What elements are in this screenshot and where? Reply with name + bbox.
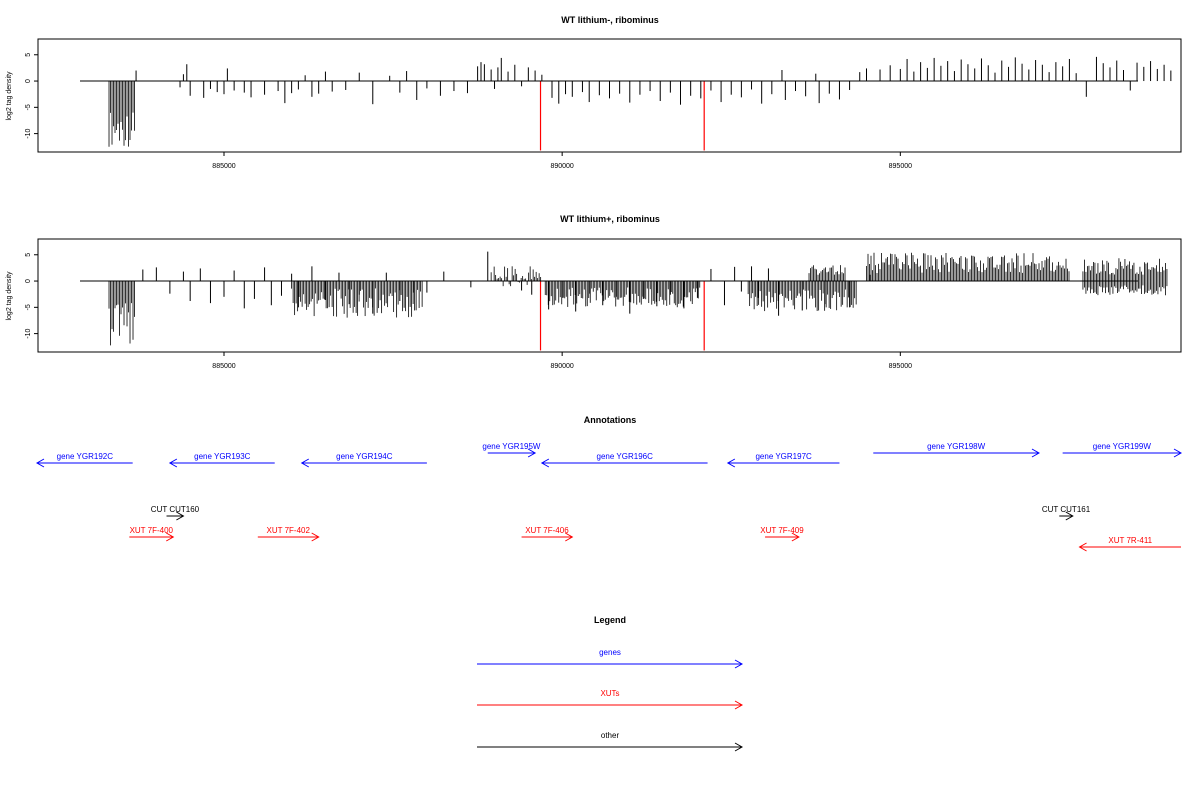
x-tick-label: 890000 xyxy=(550,163,573,170)
axes: 5 0 -5 -10 885000 890000 895000 xyxy=(25,253,912,370)
annotation-label: gene YGR193C xyxy=(194,452,251,461)
arrow-head xyxy=(35,458,45,468)
panel-title: WT lithium-, ribominus xyxy=(561,15,659,25)
data-marks xyxy=(80,251,1168,351)
annotation-XUTs: XUT 7F-402 xyxy=(257,526,320,542)
annotation-label: gene YGR194C xyxy=(336,452,393,461)
legend: Legend genes XUTs other xyxy=(477,615,744,752)
dense-bar-cluster xyxy=(808,265,846,282)
arrow-head xyxy=(565,532,574,542)
x-tick-label: 895000 xyxy=(889,163,912,170)
annotation-label: XUT 7R-411 xyxy=(1108,536,1152,545)
annotation-genes: gene YGR193C xyxy=(168,452,275,468)
y-tick-label: 5 xyxy=(25,253,32,257)
panel-title: WT lithium+, ribominus xyxy=(560,214,660,224)
y-tick-label: -5 xyxy=(25,104,32,110)
plot-frame xyxy=(37,238,1182,353)
annotation-genes: gene YGR194C xyxy=(300,452,427,468)
annotation-label: XUT 7F-402 xyxy=(267,526,311,535)
annotation-label: gene YGR199W xyxy=(1093,442,1152,451)
axes: 5 0 -5 -10 885000 890000 895000 xyxy=(25,53,912,170)
y-tick-label: -10 xyxy=(25,128,32,138)
annotation-genes: gene YGR198W xyxy=(873,442,1040,458)
y-tick-label: 0 xyxy=(25,279,32,283)
arrow-head xyxy=(734,742,744,752)
panel-lithium-minus: WT lithium-, ribominus log2 tag density … xyxy=(6,15,1182,170)
y-axis-label: log2 tag density xyxy=(6,271,13,321)
x-tick-label: 885000 xyxy=(212,363,235,370)
annotation-XUTs: XUT 7F-409 xyxy=(760,526,804,542)
arrow-head xyxy=(527,448,537,458)
data-marks xyxy=(80,56,1172,151)
arrow-head xyxy=(311,532,320,542)
annotation-label: XUT 7F-409 xyxy=(760,526,804,535)
legend-title: Legend xyxy=(594,615,626,625)
y-axis-label: log2 tag density xyxy=(6,71,13,121)
annotation-label: XUT 7F-406 xyxy=(525,526,569,535)
annotation-genes: gene YGR199W xyxy=(1062,442,1183,458)
annotation-label: CUT CUT161 xyxy=(1042,505,1091,514)
annotation-XUTs: XUT 7R-411 xyxy=(1078,536,1181,552)
annotation-genes: gene YGR197C xyxy=(726,452,840,468)
arrow-head xyxy=(1031,448,1040,458)
annotation-label: gene YGR192C xyxy=(57,452,114,461)
y-tick-label: 5 xyxy=(25,53,32,57)
arrow-head xyxy=(1173,448,1183,458)
arrow-head xyxy=(1065,511,1074,521)
annotation-genes: gene YGR196C xyxy=(540,452,708,468)
y-tick-label: -10 xyxy=(25,328,32,338)
annotation-label: CUT CUT160 xyxy=(151,505,200,514)
annotation-label: gene YGR197C xyxy=(755,452,812,461)
annotations-title: Annotations xyxy=(584,415,637,425)
legend-entry: XUTs xyxy=(477,689,744,710)
panel-lithium-plus: WT lithium+, ribominus log2 tag density … xyxy=(6,214,1182,370)
arrow-head xyxy=(540,458,550,468)
legend-entry: other xyxy=(477,731,744,752)
legend-label: genes xyxy=(599,648,621,657)
annotation-features: gene YGR192C gene YGR193C gene YGR194C gene… xyxy=(35,442,1183,552)
arrow-head xyxy=(1078,542,1087,552)
annotation-label: gene YGR198W xyxy=(927,442,986,451)
legend-label: XUTs xyxy=(600,689,619,698)
legend-entry: genes xyxy=(477,648,744,669)
arrow-head xyxy=(166,532,175,542)
arrow-head xyxy=(300,458,310,468)
x-tick-label: 895000 xyxy=(889,363,912,370)
dense-bar-cluster xyxy=(1082,258,1168,282)
annotation-XUTs: XUT 7F-406 xyxy=(521,526,574,542)
annotation-genes: gene YGR192C xyxy=(35,452,133,468)
dense-bar-cluster xyxy=(1082,281,1168,296)
y-tick-label: 0 xyxy=(25,79,32,83)
annotation-label: XUT 7F-400 xyxy=(130,526,174,535)
annotation-other: CUT CUT161 xyxy=(1042,505,1091,521)
arrow-head xyxy=(726,458,736,468)
annotation-label: gene YGR196C xyxy=(597,452,654,461)
legend-entries: genes XUTs other xyxy=(477,648,744,752)
annotation-label: gene YGR195W xyxy=(482,442,541,451)
y-tick-label: -5 xyxy=(25,304,32,310)
arrow-head xyxy=(168,458,178,468)
arrow-head xyxy=(734,659,744,669)
dense-bar-cluster xyxy=(490,266,542,287)
dense-bar-cluster xyxy=(108,281,135,346)
annotation-XUTs: XUT 7F-400 xyxy=(129,526,175,542)
dense-bar-cluster xyxy=(747,281,857,312)
x-tick-label: 890000 xyxy=(550,363,573,370)
dense-bar-cluster xyxy=(544,281,701,308)
dense-bar-cluster xyxy=(291,281,423,318)
plot-frame xyxy=(37,38,1182,153)
arrow-head xyxy=(734,700,744,710)
arrow-head xyxy=(791,532,800,542)
dense-bar-cluster xyxy=(108,81,135,147)
annotation-genes: gene YGR195W xyxy=(482,442,541,458)
x-tick-label: 885000 xyxy=(212,163,235,170)
annotation-other: CUT CUT160 xyxy=(151,505,200,521)
legend-label: other xyxy=(601,731,620,740)
dense-bar-cluster xyxy=(866,252,1070,282)
arrow-head xyxy=(176,511,185,521)
annotations-track: Annotations gene YGR192C gene YGR193C gene… xyxy=(35,415,1183,552)
